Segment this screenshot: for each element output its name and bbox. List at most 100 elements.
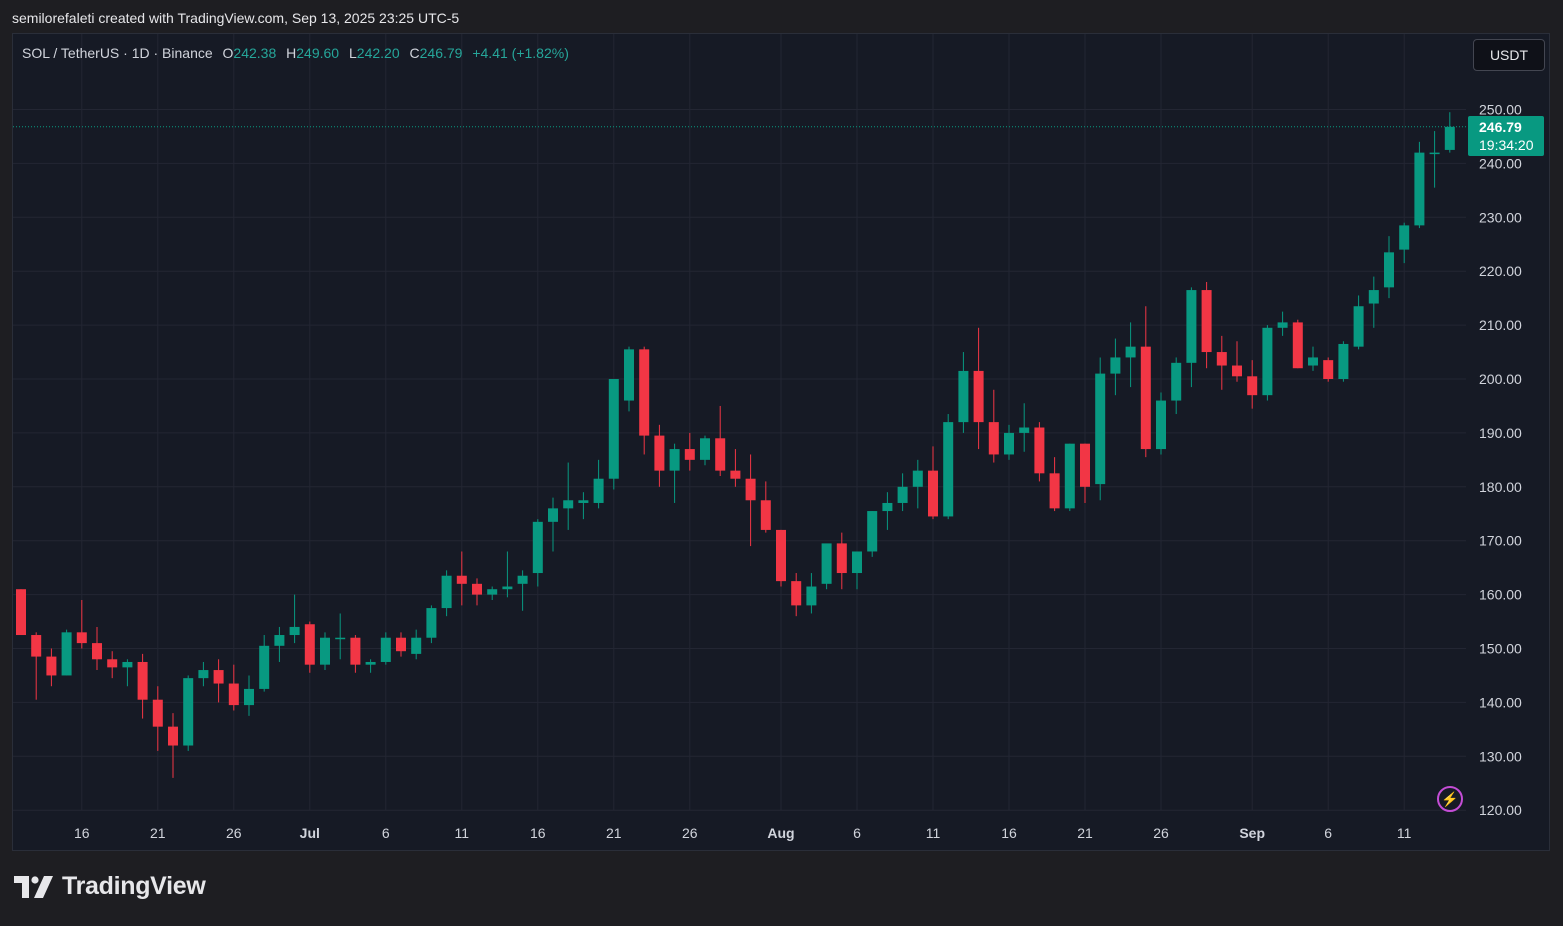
x-tick-label: 26	[226, 825, 242, 841]
candle-body	[1049, 473, 1060, 509]
candle-body	[745, 478, 756, 501]
y-tick-label: 230.00	[1479, 209, 1522, 225]
x-tick-label: 6	[853, 825, 861, 841]
x-tick-label: 26	[1153, 825, 1169, 841]
x-tick-label: Aug	[767, 825, 794, 841]
candle-body	[654, 435, 665, 471]
open-label: O	[222, 45, 234, 61]
candle-body	[365, 661, 376, 665]
candle-body	[928, 470, 938, 517]
candle-body	[396, 637, 406, 652]
y-tick-label: 130.00	[1479, 748, 1522, 764]
candle-body	[1156, 400, 1166, 450]
candle-body	[852, 551, 862, 574]
candle-body	[289, 626, 300, 636]
candle-body	[152, 699, 163, 727]
y-tick-label: 180.00	[1479, 479, 1522, 495]
candle-body	[1323, 360, 1334, 379]
y-tick-label: 170.00	[1479, 533, 1522, 549]
candle-body	[669, 449, 680, 471]
candle-body	[578, 500, 589, 503]
candle-body	[563, 500, 574, 509]
symbol-title[interactable]: SOL / TetherUS · 1D · Binance	[22, 45, 213, 61]
x-tick-label: 11	[926, 825, 941, 841]
candle-body	[1019, 427, 1030, 433]
y-tick-label: 220.00	[1479, 263, 1522, 279]
candle-body	[198, 670, 209, 679]
candle-body	[715, 438, 726, 471]
candle-body	[304, 624, 315, 665]
time-axis: 16 21 26 Jul 6 11 16 21 26 Aug 6 11 16 21 26 Sep 6 11	[74, 825, 1412, 841]
candle-body	[107, 659, 118, 668]
candle-body	[335, 637, 346, 640]
y-tick-label: 210.00	[1479, 317, 1522, 333]
x-tick-label: 6	[382, 825, 390, 841]
candle-body	[274, 635, 285, 646]
candle-body	[1353, 306, 1364, 347]
candle-body	[168, 726, 178, 746]
y-tick-label: 120.00	[1479, 802, 1522, 818]
candle-body	[137, 661, 148, 700]
candle-body	[867, 511, 878, 552]
candle-body	[92, 643, 102, 660]
change-value: +4.41 (+1.82%)	[472, 45, 569, 61]
candle-body	[1338, 343, 1349, 379]
currency-button[interactable]: USDT	[1473, 39, 1545, 71]
candle-body	[1429, 152, 1440, 155]
y-tick-label: 200.00	[1479, 371, 1522, 387]
symbol-legend: SOL / TetherUS · 1D · Binance O242.38 H2…	[22, 45, 569, 61]
candle-body	[1201, 290, 1212, 353]
candle-body	[1399, 225, 1410, 250]
high-value: 249.60	[296, 45, 340, 61]
candle-body	[1277, 322, 1288, 328]
candle-body	[517, 575, 528, 584]
y-tick-label: 150.00	[1479, 641, 1522, 657]
candle-body	[624, 349, 634, 401]
brand-name: TradingView	[62, 872, 206, 900]
candle-body	[259, 645, 270, 689]
candle-body	[912, 470, 923, 487]
candle-body	[821, 543, 832, 584]
candle-body	[122, 661, 133, 668]
candle-body	[608, 379, 619, 479]
candle-body	[502, 586, 513, 590]
candle-body	[1004, 432, 1014, 455]
candle-body	[1368, 290, 1379, 304]
last-price: 246.79	[1479, 119, 1522, 135]
candle-body	[1414, 152, 1425, 226]
candle-body	[380, 637, 391, 662]
candle-body	[1247, 376, 1258, 396]
x-tick-label: 21	[1077, 825, 1093, 841]
candle-body	[1262, 327, 1273, 396]
candles-group	[16, 112, 1455, 778]
last-price-tag: 246.79 19:34:20	[1468, 116, 1544, 156]
y-tick-label: 190.00	[1479, 425, 1522, 441]
candle-body	[973, 370, 984, 423]
candle-body	[532, 521, 543, 574]
candle-body	[548, 508, 558, 522]
candle-body	[183, 678, 194, 746]
open-value: 242.38	[233, 45, 277, 61]
lightning-icon[interactable]: ⚡	[1437, 786, 1463, 812]
close-value: 246.79	[419, 45, 463, 61]
x-tick-label: 6	[1324, 825, 1332, 841]
candle-body	[1444, 126, 1455, 150]
candle-body	[244, 688, 254, 706]
candle-body	[1232, 365, 1242, 377]
x-tick-label: Jul	[300, 825, 320, 841]
candle-body	[1080, 443, 1090, 487]
candle-body	[897, 486, 908, 503]
candle-body	[760, 500, 771, 530]
chart-caption: semilorefaleti created with TradingView.…	[12, 10, 460, 26]
candle-body	[31, 635, 42, 657]
tradingview-logo-icon	[14, 875, 53, 898]
tradingview-brand[interactable]: TradingView	[14, 872, 206, 901]
candle-body	[1125, 346, 1136, 358]
candle-body	[1095, 373, 1106, 485]
candle-body	[16, 589, 26, 636]
high-label: H	[286, 45, 297, 61]
y-tick-label: 240.00	[1479, 155, 1522, 171]
y-tick-label: 250.00	[1479, 102, 1522, 118]
candle-body	[791, 581, 802, 606]
